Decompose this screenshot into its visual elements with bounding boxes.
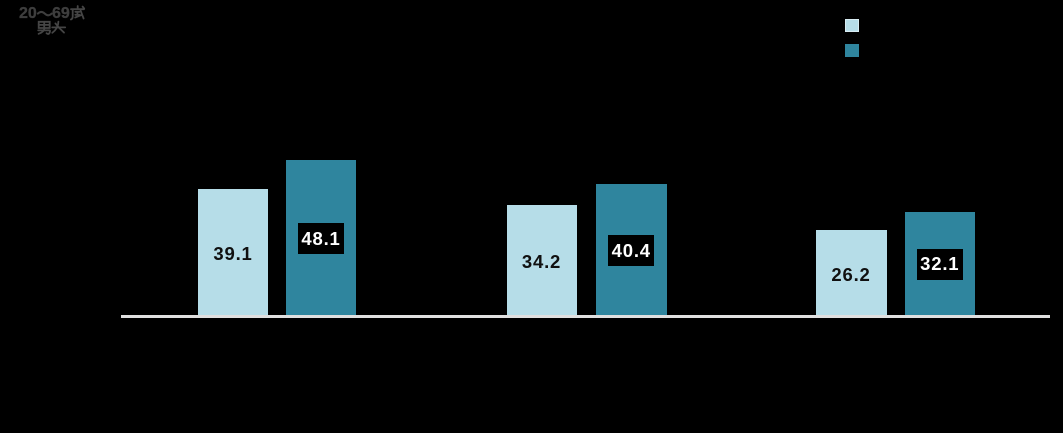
svg-text:69: 69 [52, 5, 70, 22]
svg-text:20: 20 [19, 5, 37, 22]
